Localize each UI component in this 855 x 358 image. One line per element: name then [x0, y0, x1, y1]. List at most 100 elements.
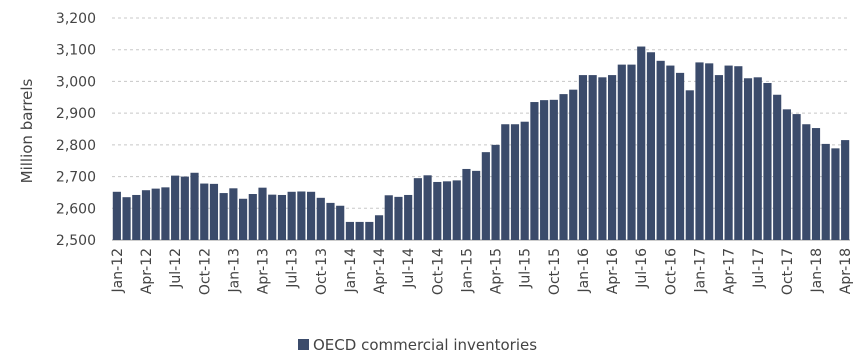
bars: [113, 47, 849, 240]
bar: [579, 75, 587, 240]
bar: [297, 191, 305, 240]
bar: [705, 63, 713, 240]
bar: [414, 178, 422, 240]
bar: [404, 195, 412, 240]
x-tick-label: Oct-13: [314, 248, 330, 295]
bar: [657, 61, 665, 240]
y-tick-label: 3,000: [56, 74, 96, 90]
bar: [200, 184, 208, 240]
legend-label: OECD commercial inventories: [313, 336, 537, 354]
y-axis-title: Million barrels: [18, 78, 36, 183]
bar: [258, 188, 266, 240]
y-tick-label: 3,100: [56, 43, 96, 59]
bar: [695, 62, 703, 240]
bar: [550, 100, 558, 240]
x-tick-label: Jan-18: [809, 248, 825, 293]
bar: [686, 90, 694, 240]
bar: [161, 187, 169, 240]
bar: [647, 52, 655, 240]
x-tick-label: Jan-13: [226, 248, 242, 293]
x-tick-label: Jul-16: [634, 248, 650, 289]
x-tick-label: Jan-12: [110, 248, 126, 293]
x-tick-labels: Jan-12 Apr-12 Jul-12 Oct-12 Jan-13 Apr-13 Jul-…: [110, 248, 854, 295]
bar: [220, 193, 228, 240]
bar: [744, 78, 752, 240]
bar: [618, 65, 626, 240]
bar: [122, 197, 130, 240]
bar: [783, 109, 791, 240]
x-tick-label: Jan-14: [343, 248, 359, 294]
x-tick-label: Jul-13: [285, 248, 301, 289]
bar: [501, 124, 509, 240]
bar: [229, 188, 237, 240]
y-tick-label: 2,500: [56, 233, 96, 249]
bar: [462, 169, 470, 240]
x-tick-label: Oct-15: [547, 248, 563, 295]
bar: [472, 171, 480, 240]
x-tick-label: Jul-15: [518, 248, 534, 289]
bar: [676, 73, 684, 240]
x-tick-label: Apr-17: [722, 248, 738, 294]
x-tick-label: Jan-15: [459, 248, 475, 293]
bar: [666, 66, 674, 240]
x-tick-label: Oct-12: [197, 248, 213, 295]
bar: [171, 176, 179, 240]
x-tick-label: Jul-17: [751, 248, 767, 289]
bar: [812, 128, 820, 240]
bar: [443, 181, 451, 240]
bar: [559, 94, 567, 240]
y-tick-label: 2,800: [56, 138, 96, 154]
bar: [540, 100, 548, 240]
bar: [326, 203, 334, 240]
bar: [356, 222, 364, 240]
bar: [802, 124, 810, 240]
y-tick-labels: 2,500 2,600 2,700 2,800 2,900 3,000 3,100 3,200: [56, 11, 96, 249]
bar: [375, 215, 383, 240]
bar: [482, 152, 490, 240]
bar: [569, 90, 577, 240]
bar: [278, 195, 286, 240]
y-tick-label: 3,200: [56, 11, 96, 27]
bar: [385, 195, 393, 240]
x-tick-label: Apr-16: [605, 248, 621, 294]
x-tick-label: Jul-12: [168, 248, 184, 289]
x-tick-label: Jul-14: [401, 248, 417, 289]
x-tick-label: Apr-18: [838, 248, 854, 294]
bar: [754, 77, 762, 240]
bar: [715, 75, 723, 240]
bar: [763, 83, 771, 240]
bar: [307, 192, 315, 240]
y-tick-label: 2,700: [56, 170, 96, 186]
bar: [627, 65, 635, 240]
bar: [268, 195, 276, 240]
legend: OECD commercial inventories: [298, 336, 537, 354]
x-tick-label: Apr-13: [256, 248, 272, 294]
bar: [841, 140, 849, 240]
bar: [346, 222, 354, 240]
bar: [424, 175, 432, 240]
x-tick-label: Oct-17: [780, 248, 796, 295]
x-tick-label: Oct-14: [430, 248, 446, 295]
x-tick-label: Jan-17: [692, 248, 708, 293]
bar: [365, 222, 373, 240]
bar: [530, 102, 538, 240]
bar: [113, 192, 121, 240]
bar: [394, 197, 402, 240]
bar: [132, 195, 140, 240]
bar: [822, 144, 830, 240]
bar: [317, 198, 325, 240]
bar: [453, 180, 461, 240]
bar: [190, 173, 198, 240]
bar: [637, 47, 645, 240]
x-tick-label: Oct-16: [663, 248, 679, 295]
bar: [793, 114, 801, 240]
bar: [142, 190, 150, 240]
bar: [608, 75, 616, 240]
bar: [831, 148, 839, 240]
bar: [239, 199, 247, 240]
bar: [773, 95, 781, 240]
bar: [249, 194, 257, 240]
bar: [725, 66, 733, 240]
bar: [589, 75, 597, 240]
